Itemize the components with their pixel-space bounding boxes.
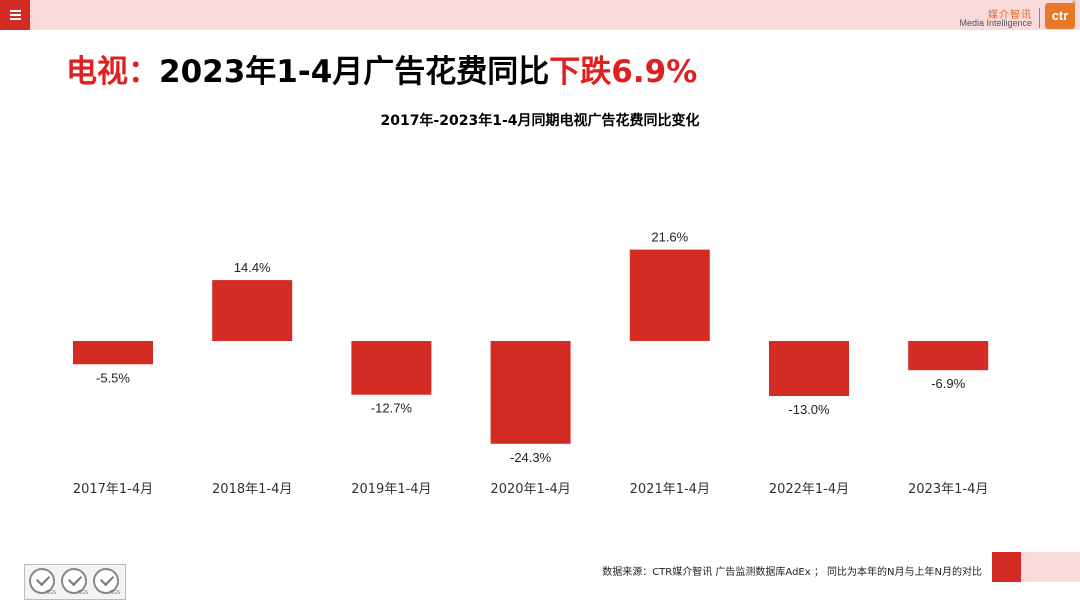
data-label-3: -12.7% (371, 401, 413, 416)
data-label-5: 21.6% (651, 230, 688, 245)
category-label-1: 2017年1-4月 (73, 482, 153, 497)
data-label-6: -13.0% (788, 402, 830, 417)
category-label-2: 2018年1-4月 (212, 482, 292, 497)
sgs-badge-icon (93, 568, 119, 594)
data-label-7: -6.9% (931, 376, 965, 391)
bar-2 (212, 280, 293, 341)
data-label-4: -24.3% (510, 450, 552, 465)
sgs-badge-label: SGS (46, 590, 57, 596)
logo-english-text: Media Intelligence (959, 18, 1032, 28)
page-headline: 电视：2023年1-4月广告花费同比下跌6.9% (66, 46, 697, 91)
sgs-badge-label: SGS (110, 590, 121, 596)
chart-title: 2017年-2023年1-4月同期电视广告花费同比变化 (380, 112, 699, 129)
category-label-4: 2020年1-4月 (490, 482, 570, 497)
ctr-logo-text: ctr (1051, 8, 1069, 23)
data-label-1: -5.5% (96, 370, 130, 385)
bar-chart: 2017年-2023年1-4月同期电视广告花费同比变化 -5.5% 2017年1-… (73, 112, 989, 497)
bar-7 (908, 341, 989, 371)
hamburger-menu-icon[interactable] (0, 0, 30, 30)
sgs-badge-icon (29, 568, 55, 594)
bar-1 (73, 341, 153, 365)
sgs-certification-badges: SGS SGS SGS (24, 564, 126, 600)
category-label-6: 2022年1-4月 (769, 482, 849, 497)
registered-mark: ® (1071, 0, 1077, 7)
headline-middle: 2023年1-4月广告花费同比 (159, 54, 550, 90)
logo-chinese-text: 媒介智讯 (988, 10, 1032, 21)
bar-4 (490, 341, 571, 444)
ctr-logo: ctr (1045, 3, 1075, 29)
category-label-7: 2023年1-4月 (908, 482, 988, 497)
category-label-5: 2021年1-4月 (630, 482, 710, 497)
data-label-2: 14.4% (234, 260, 271, 275)
headline-highlight: 下跌6.9% (549, 54, 698, 90)
logo-divider (1039, 8, 1040, 28)
category-label-3: 2019年1-4月 (351, 482, 431, 497)
headline-prefix: 电视： (66, 54, 159, 90)
footer-red-block (992, 552, 1021, 582)
top-bar (0, 0, 1080, 30)
sgs-badge-label: SGS (78, 590, 89, 596)
bar-5 (629, 249, 710, 341)
bar-3 (351, 341, 432, 395)
bar-6 (769, 341, 849, 396)
data-source-note: 数据来源：CTR媒介智讯 广告监测数据库AdEx ； 同比为本年的N月与上年N月… (602, 567, 982, 578)
sgs-badge-icon (61, 568, 87, 594)
